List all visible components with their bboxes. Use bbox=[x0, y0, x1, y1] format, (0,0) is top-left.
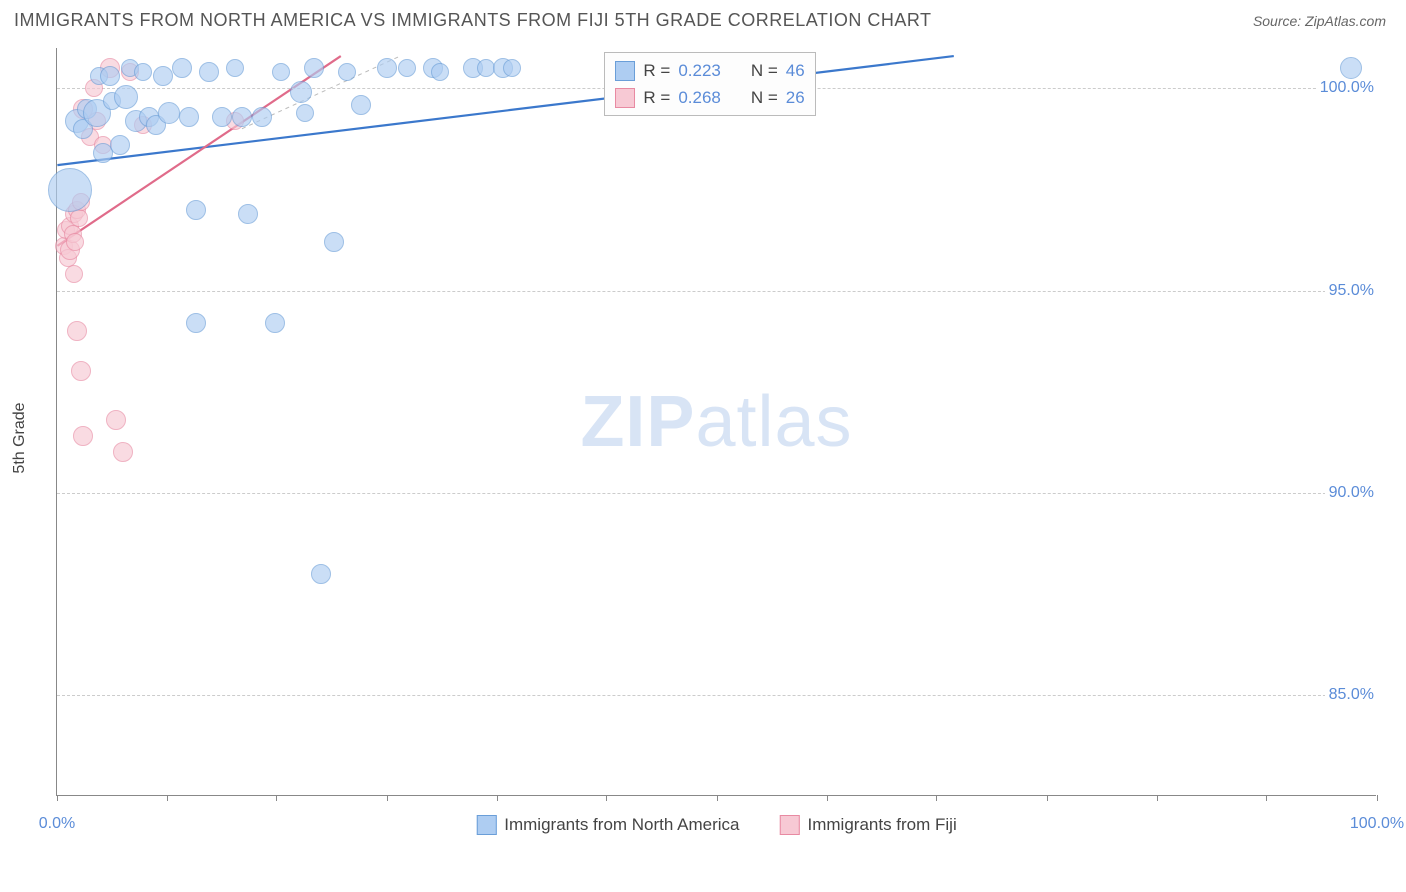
series-a-point bbox=[238, 204, 258, 224]
legend-item: Immigrants from North America bbox=[476, 815, 739, 835]
x-tick bbox=[827, 795, 828, 801]
series-a-point bbox=[1340, 57, 1362, 79]
series-a-point bbox=[48, 168, 92, 212]
y-tick-label: 95.0% bbox=[1325, 282, 1378, 300]
x-tick-label: 0.0% bbox=[39, 815, 75, 833]
series-a-point bbox=[503, 59, 521, 77]
series-a-point bbox=[199, 62, 219, 82]
series-a-point bbox=[296, 104, 314, 122]
x-tick bbox=[387, 795, 388, 801]
series-a-point bbox=[212, 107, 232, 127]
series-a-point bbox=[272, 63, 290, 81]
chart-source: Source: ZipAtlas.com bbox=[1253, 13, 1386, 29]
series-a-point bbox=[110, 135, 130, 155]
x-tick bbox=[1377, 795, 1378, 801]
y-axis-label: 5th Grade bbox=[11, 402, 29, 473]
trend-lines bbox=[57, 48, 1376, 795]
series-a-point bbox=[304, 58, 324, 78]
series-b-point bbox=[67, 321, 87, 341]
legend-label: Immigrants from Fiji bbox=[808, 815, 957, 835]
chart-container: 5th Grade ZIPatlas 100.0%95.0%90.0%85.0%… bbox=[48, 48, 1388, 828]
series-b-point bbox=[66, 233, 84, 251]
x-tick-label: 100.0% bbox=[1350, 815, 1404, 833]
x-tick bbox=[167, 795, 168, 801]
series-a-point bbox=[179, 107, 199, 127]
watermark-text: ZIPatlas bbox=[580, 381, 852, 463]
series-a-point bbox=[114, 85, 138, 109]
series-b-point bbox=[70, 209, 88, 227]
series-b-point bbox=[113, 442, 133, 462]
series-a-point bbox=[398, 59, 416, 77]
series-a-point bbox=[186, 313, 206, 333]
series-a-point bbox=[232, 107, 252, 127]
legend-swatch bbox=[615, 61, 635, 81]
series-a-point bbox=[134, 63, 152, 81]
series-a-point bbox=[311, 564, 331, 584]
series-a-point bbox=[265, 313, 285, 333]
y-tick-label: 90.0% bbox=[1325, 484, 1378, 502]
x-tick bbox=[1157, 795, 1158, 801]
series-b-point bbox=[71, 361, 91, 381]
series-a-point bbox=[153, 66, 173, 86]
series-a-point bbox=[377, 58, 397, 78]
stats-row: R = 0.223N = 46 bbox=[615, 57, 804, 84]
legend-item: Immigrants from Fiji bbox=[780, 815, 957, 835]
series-a-point bbox=[338, 63, 356, 81]
legend-swatch bbox=[615, 88, 635, 108]
series-b-point bbox=[73, 426, 93, 446]
x-tick bbox=[1266, 795, 1267, 801]
series-a-point bbox=[351, 95, 371, 115]
series-a-point bbox=[290, 81, 312, 103]
series-a-point bbox=[324, 232, 344, 252]
x-tick bbox=[606, 795, 607, 801]
legend-swatch bbox=[476, 815, 496, 835]
x-tick bbox=[276, 795, 277, 801]
legend-label: Immigrants from North America bbox=[504, 815, 739, 835]
x-tick bbox=[936, 795, 937, 801]
chart-title: IMMIGRANTS FROM NORTH AMERICA VS IMMIGRA… bbox=[14, 10, 932, 31]
stats-box: R = 0.223N = 46R = 0.268N = 26 bbox=[604, 52, 815, 116]
y-tick-label: 85.0% bbox=[1325, 686, 1378, 704]
series-a-point bbox=[186, 200, 206, 220]
x-tick bbox=[57, 795, 58, 801]
stats-row: R = 0.268N = 26 bbox=[615, 84, 804, 111]
gridline-h bbox=[57, 291, 1376, 292]
gridline-h bbox=[57, 695, 1376, 696]
y-tick-label: 100.0% bbox=[1316, 79, 1378, 97]
x-tick bbox=[1047, 795, 1048, 801]
legend-swatch bbox=[780, 815, 800, 835]
series-b-point bbox=[65, 265, 83, 283]
series-a-point bbox=[226, 59, 244, 77]
series-a-point bbox=[100, 66, 120, 86]
series-a-point bbox=[158, 102, 180, 124]
x-tick bbox=[717, 795, 718, 801]
series-a-point bbox=[252, 107, 272, 127]
series-b-point bbox=[106, 410, 126, 430]
bottom-legend: Immigrants from North America Immigrants … bbox=[476, 815, 956, 835]
plot-area: ZIPatlas 100.0%95.0%90.0%85.0%0.0%100.0%… bbox=[56, 48, 1376, 796]
x-tick bbox=[497, 795, 498, 801]
series-a-point bbox=[172, 58, 192, 78]
gridline-h bbox=[57, 493, 1376, 494]
chart-header: IMMIGRANTS FROM NORTH AMERICA VS IMMIGRA… bbox=[0, 0, 1406, 36]
series-a-point bbox=[431, 63, 449, 81]
